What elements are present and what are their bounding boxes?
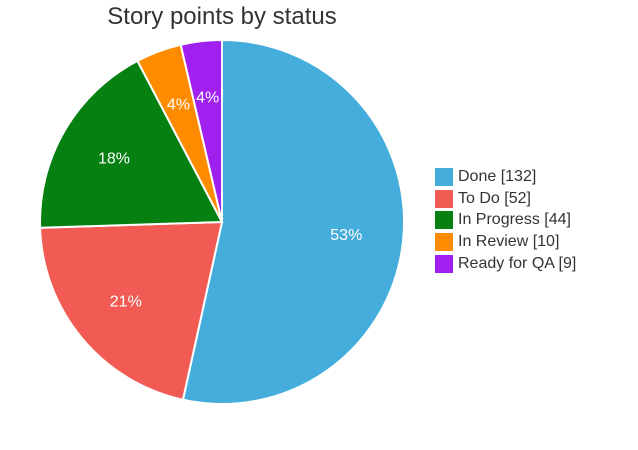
legend-label-to-do: To Do [52] <box>458 189 531 207</box>
pie-slice-done[interactable] <box>181 38 405 405</box>
slice-label-ready-for-qa: 4% <box>196 89 219 106</box>
legend-swatch-ready-for-qa <box>435 254 453 273</box>
pie-slice-to-do[interactable] <box>39 220 224 401</box>
chart-title: Story points by status <box>107 3 337 30</box>
legend-item-in-review[interactable]: In Review [10] <box>435 231 576 253</box>
pie-slice-in-progress[interactable] <box>39 59 224 229</box>
legend-label-in-progress: In Progress [44] <box>458 211 571 229</box>
legend-swatch-in-progress <box>435 211 453 230</box>
legend-item-in-progress[interactable]: In Progress [44] <box>435 209 576 231</box>
legend-item-to-do[interactable]: To Do [52] <box>435 188 576 210</box>
legend-label-ready-for-qa: Ready for QA [9] <box>458 254 577 272</box>
slice-label-to-do: 21% <box>110 293 142 310</box>
legend-label-in-review: In Review [10] <box>458 232 560 250</box>
legend-swatch-to-do <box>435 189 453 208</box>
slice-label-in-progress: 18% <box>98 151 130 168</box>
legend-item-done[interactable]: Done [132] <box>435 166 576 188</box>
legend-item-ready-for-qa[interactable]: Ready for QA [9] <box>435 253 576 275</box>
legend-swatch-done <box>435 167 453 186</box>
legend-label-done: Done [132] <box>458 167 537 185</box>
pie-slice-ready-for-qa[interactable] <box>179 38 223 223</box>
legend-swatch-in-review <box>435 232 453 251</box>
chart-legend: Done [132] To Do [52] In Progress [44] I… <box>435 166 576 274</box>
slice-label-in-review: 4% <box>167 96 190 113</box>
slice-label-done: 53% <box>330 227 362 244</box>
